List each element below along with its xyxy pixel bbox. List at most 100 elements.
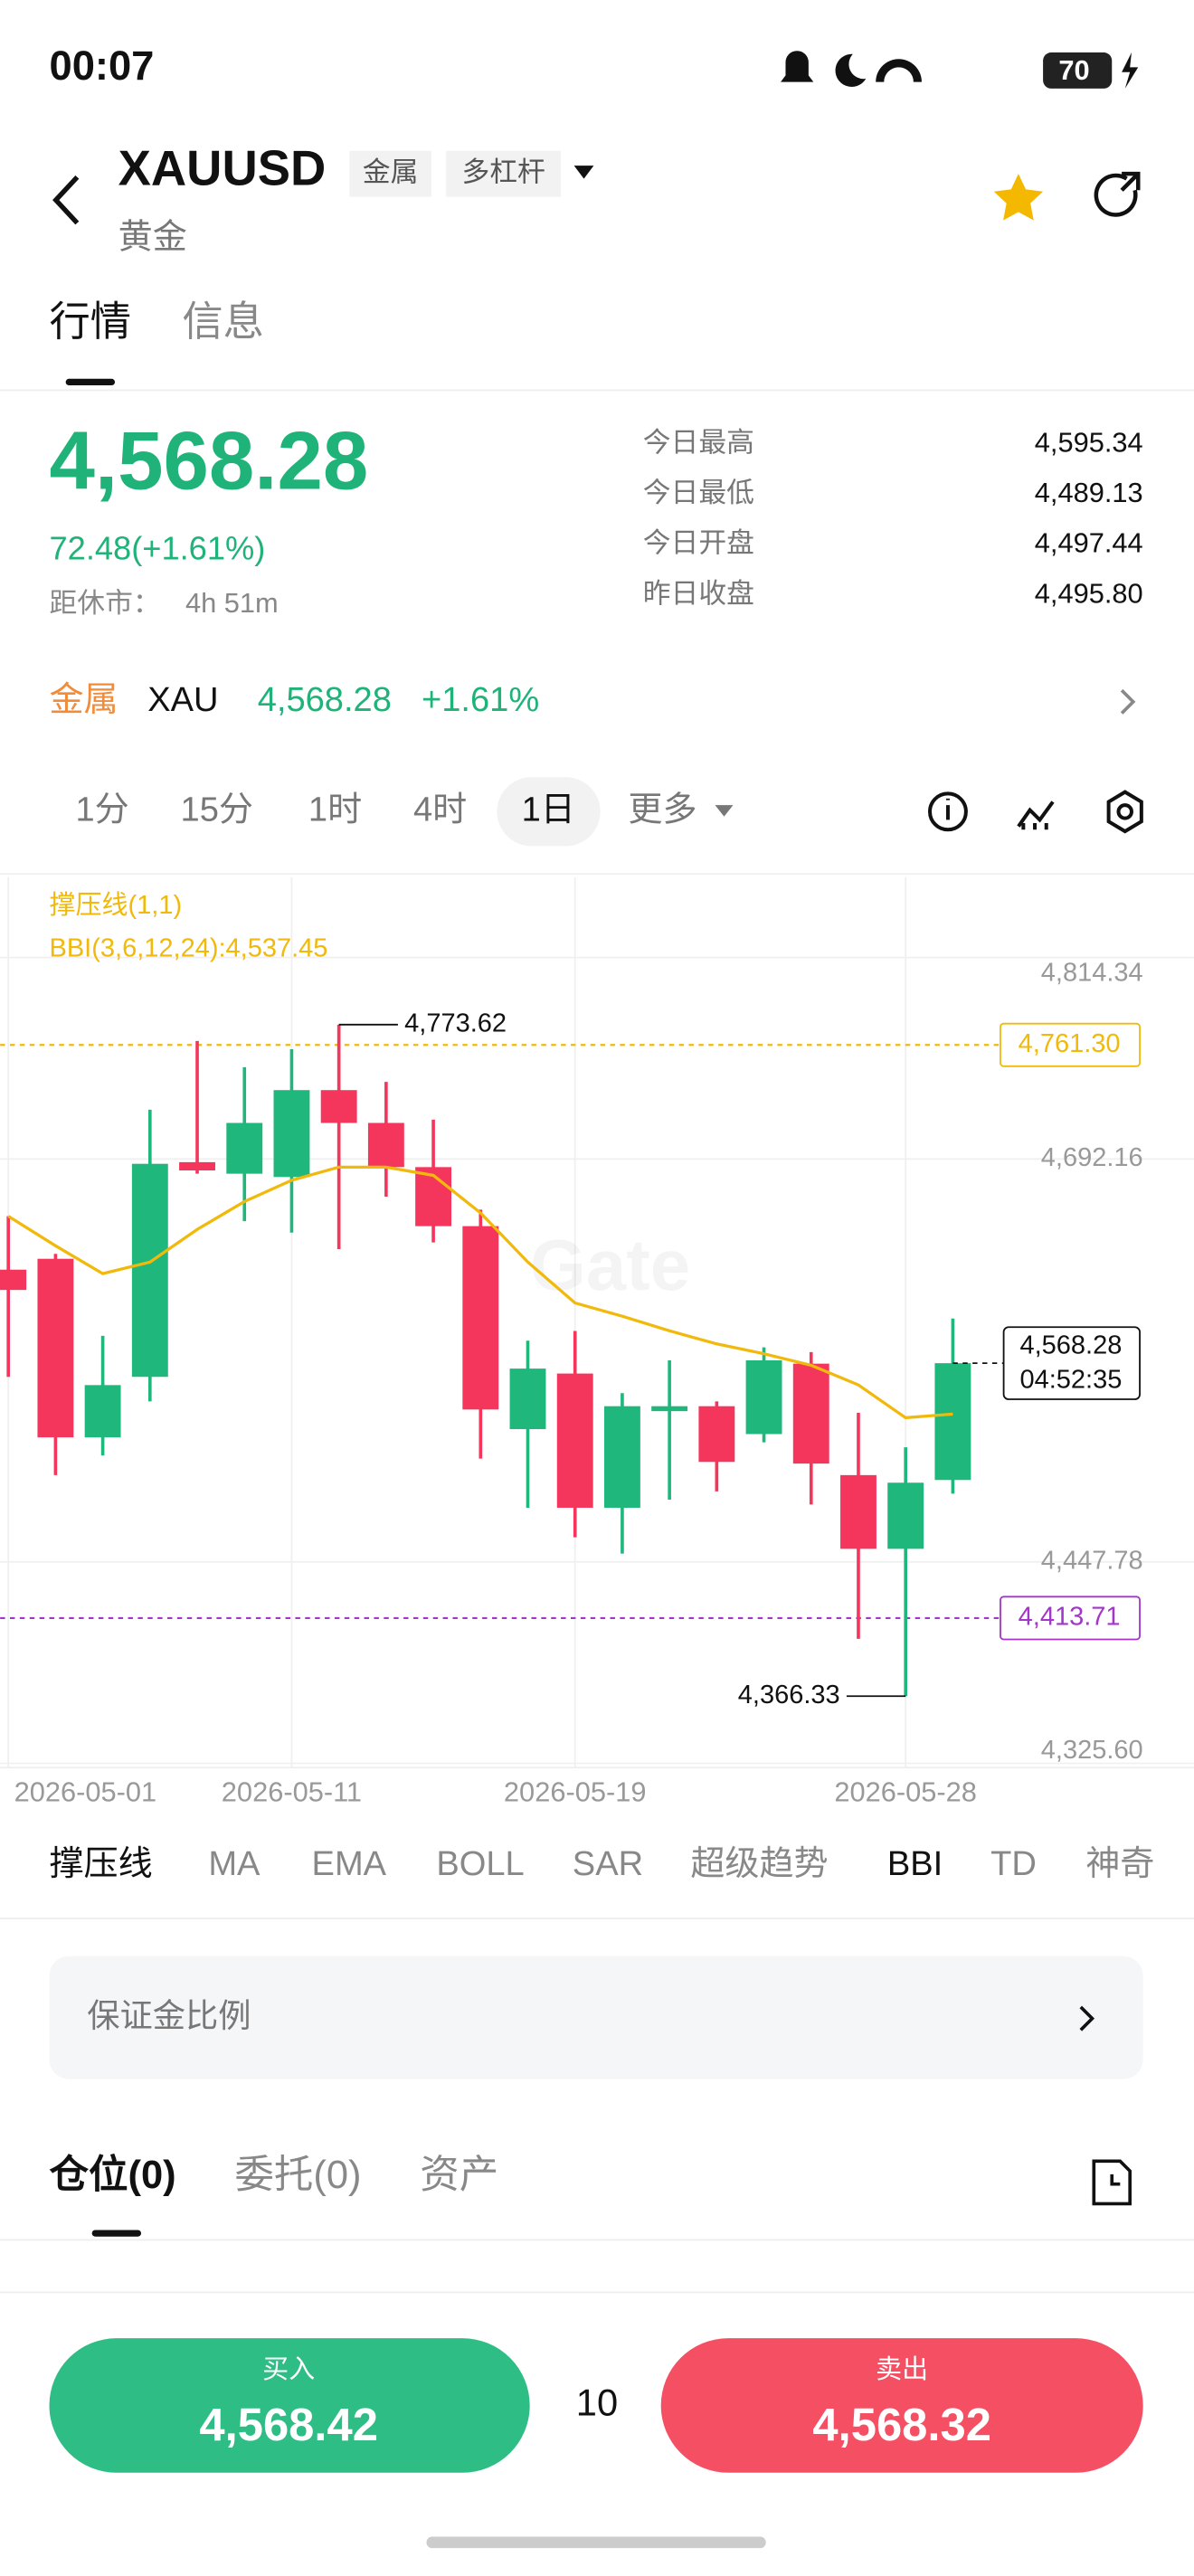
indicator-tab[interactable]: 撑压线 — [50, 1845, 153, 1883]
charge-icon — [1122, 52, 1139, 89]
candle-body — [509, 1368, 546, 1430]
candle-body — [603, 1406, 640, 1508]
candle-body — [556, 1373, 593, 1508]
price-change: 72.48(+1.61%) — [50, 530, 266, 567]
status-icons — [781, 51, 1139, 89]
interval[interactable]: 1分 — [76, 791, 129, 829]
interval-pill — [497, 777, 601, 847]
tab[interactable]: 信息 — [182, 298, 264, 345]
indicator-tab[interactable]: EMA — [312, 1845, 387, 1883]
x-tick-label: 2026-05-19 — [504, 1776, 647, 1807]
back-button[interactable] — [52, 175, 80, 225]
indicator-tab[interactable]: BOLL — [436, 1845, 524, 1883]
position-tab[interactable]: 委托(0) — [234, 2154, 361, 2197]
battery-icon — [1043, 52, 1113, 89]
quantity[interactable]: 10 — [576, 2381, 618, 2423]
indicator-tab[interactable]: MA — [208, 1845, 261, 1883]
candle-body — [934, 1363, 971, 1481]
history-button[interactable] — [1092, 2159, 1132, 2206]
candle-body — [792, 1363, 829, 1464]
sell-label: 卖出 — [876, 2354, 928, 2384]
sector-price: 4,568.28 — [258, 681, 392, 719]
level-box — [1000, 1596, 1141, 1641]
position-tab[interactable]: 资产 — [420, 2154, 498, 2197]
symbol: XAUUSD — [118, 141, 327, 196]
candle-body — [131, 1163, 168, 1378]
indicator-tab[interactable]: BBI — [887, 1845, 943, 1883]
sector-asset: XAU — [147, 681, 218, 719]
x-tick-label: 2026-05-28 — [834, 1776, 977, 1807]
tag-bg — [446, 150, 562, 197]
sell-price: 4,568.32 — [812, 2399, 991, 2450]
home-indicator — [426, 2536, 766, 2549]
margin-row[interactable] — [49, 1956, 1143, 2079]
high-label: 4,773.62 — [404, 1009, 507, 1037]
chart-tools — [928, 790, 1143, 834]
indicator-tabs: 撑压线 MA EMA BOLL SAR 超级趋势 BBI TD 神奇 — [50, 1845, 1155, 1883]
buy-price: 4,568.42 — [199, 2399, 378, 2450]
tabs: 行情 信息 — [50, 298, 264, 386]
settings-glyph — [1116, 803, 1133, 820]
countdown: 04:52:35 — [1019, 1366, 1122, 1395]
stat-label: 今日开盘 — [643, 527, 754, 559]
legend-text: BBI(3,6,12,24):4,537.45 — [50, 933, 328, 962]
info-button[interactable] — [928, 791, 968, 832]
candle-body — [651, 1406, 688, 1412]
share-button[interactable] — [1094, 171, 1141, 217]
stat-value: 4,497.44 — [1035, 527, 1143, 559]
status-time: 00:07 — [50, 43, 155, 89]
buy-button[interactable] — [49, 2338, 530, 2473]
candle-body — [0, 1269, 27, 1291]
sell-button[interactable] — [660, 2338, 1143, 2473]
indicator-tab[interactable]: TD — [990, 1845, 1037, 1883]
settings-button[interactable] — [1106, 790, 1143, 834]
dropdown-icon — [715, 805, 734, 817]
x-tick-label: 2026-05-11 — [222, 1776, 362, 1807]
favorite-star[interactable] — [993, 174, 1044, 221]
last-price-label: 4,568.28 — [1019, 1331, 1122, 1360]
dropdown-icon[interactable] — [573, 166, 594, 179]
last-price: 4,568.28 — [50, 416, 369, 507]
stat-value: 4,489.13 — [1035, 477, 1143, 508]
stat-label: 昨日收盘 — [643, 577, 754, 609]
session-label: 距休市： — [50, 587, 161, 619]
indicator-tab[interactable]: 神奇 — [1085, 1845, 1154, 1883]
candle-body — [840, 1474, 877, 1549]
tab-indicator — [65, 378, 116, 386]
candle-body — [273, 1090, 310, 1178]
indicator-tab[interactable]: 超级趋势 — [690, 1845, 828, 1883]
candle-body — [887, 1482, 924, 1549]
low-label: 4,366.33 — [738, 1681, 840, 1709]
candle-body — [745, 1359, 782, 1435]
tag: 金属 — [363, 156, 419, 187]
bbi-line — [7, 1165, 953, 1420]
battery-level: 70 — [1058, 54, 1089, 86]
interval[interactable]: 1日 — [522, 791, 575, 829]
candle-body — [320, 1090, 357, 1123]
level-label: 4,761.30 — [1019, 1029, 1121, 1058]
chart: 2026-05-01 2026-05-11 2026-05-19 2026-05-28… — [0, 876, 1194, 1807]
indicator-tab[interactable]: SAR — [573, 1845, 643, 1883]
chevron — [1079, 2005, 1095, 2031]
y-tick-label: 4,325.60 — [1041, 1736, 1143, 1765]
candle-body — [367, 1122, 404, 1168]
sector-name[interactable]: 金属 — [50, 681, 118, 719]
interval[interactable]: 1时 — [308, 791, 362, 829]
interval[interactable]: 更多 — [628, 791, 696, 829]
position-tab[interactable]: 仓位(0) — [50, 2154, 176, 2197]
interval[interactable]: 15分 — [181, 791, 253, 829]
tag-bg — [349, 150, 431, 197]
moon-icon — [835, 53, 867, 88]
stats: 今日最高 4,595.34 今日最低 4,489.13 今日开盘 4,497.44 昨日收盘… — [643, 426, 1143, 609]
y-tick-label: 4,692.16 — [1041, 1143, 1143, 1172]
interval[interactable]: 4时 — [413, 791, 467, 829]
candle-body — [179, 1161, 215, 1170]
level-box — [1000, 1022, 1141, 1067]
legend-text: 撑压线(1,1) — [50, 890, 183, 920]
tab[interactable]: 行情 — [50, 298, 132, 345]
chevron[interactable] — [1120, 688, 1136, 715]
indicator-button[interactable] — [1017, 800, 1055, 830]
buy-label: 买入 — [262, 2355, 315, 2384]
